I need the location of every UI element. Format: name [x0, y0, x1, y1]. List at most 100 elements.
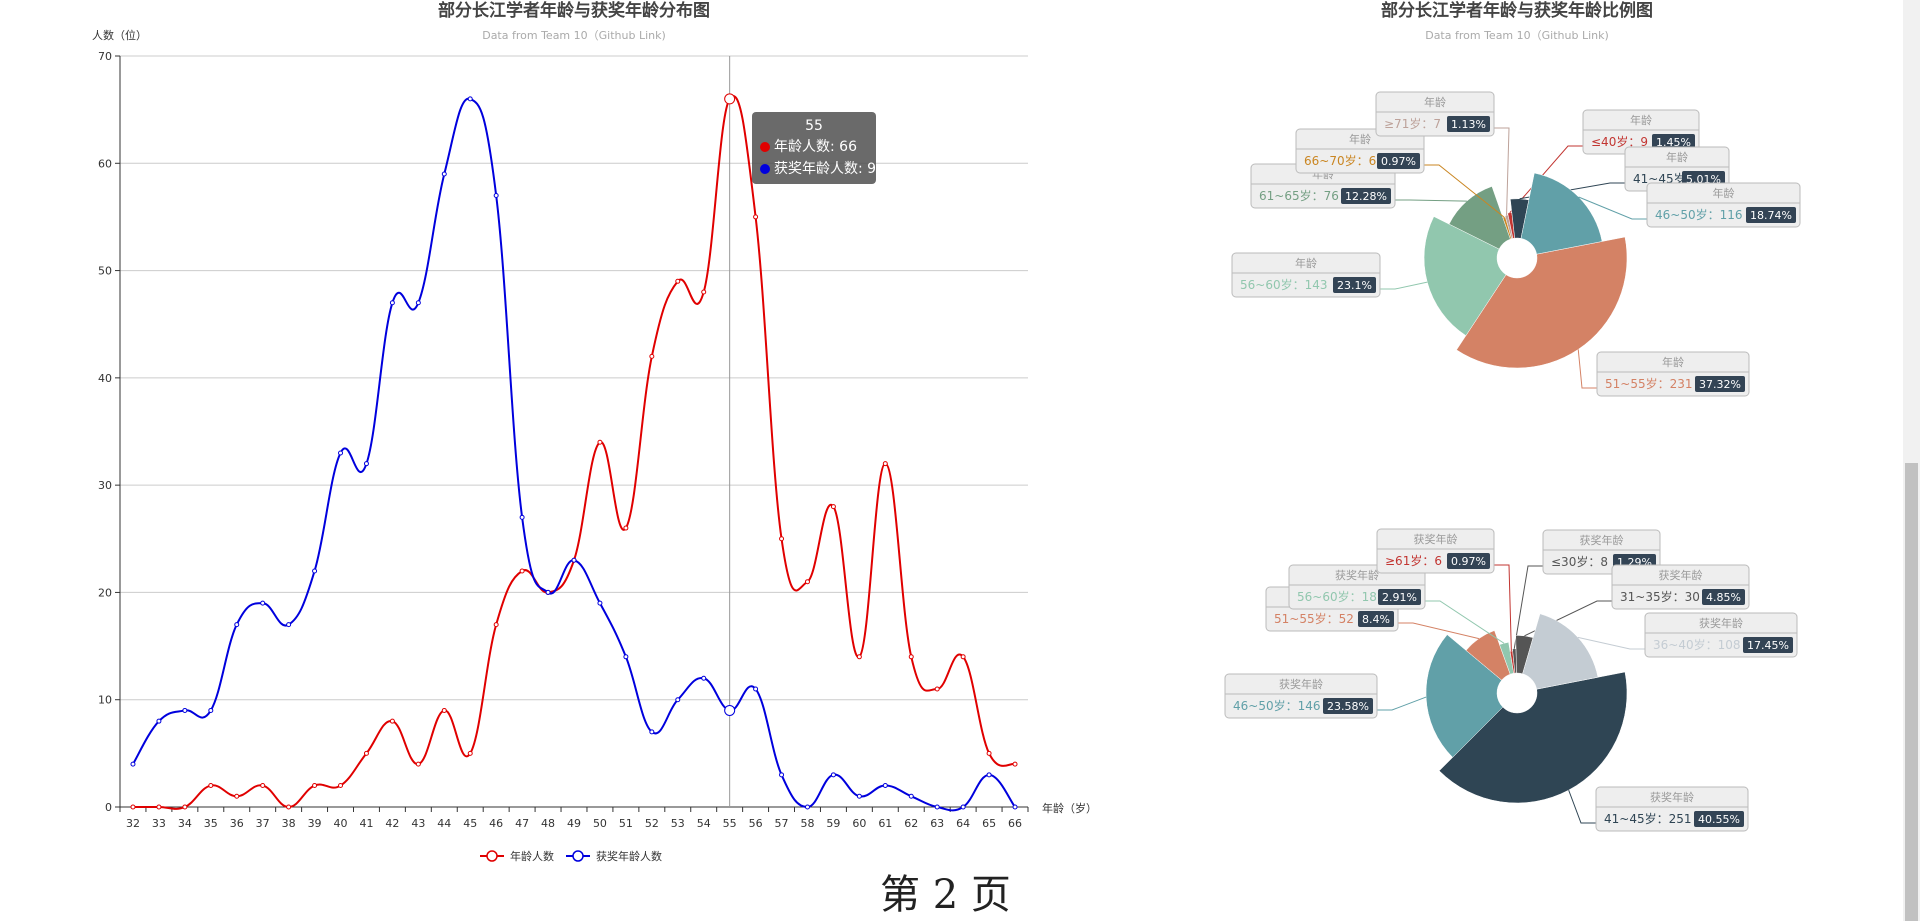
data-point[interactable]: [286, 622, 292, 628]
data-point[interactable]: [286, 804, 292, 810]
data-point[interactable]: [130, 804, 136, 810]
rose1-slice[interactable]: [1448, 186, 1511, 250]
x-tick-label: 48: [541, 817, 555, 830]
data-point[interactable]: [724, 704, 736, 716]
data-point[interactable]: [467, 750, 473, 756]
rose2-slice[interactable]: [1499, 641, 1515, 675]
data-point[interactable]: [804, 579, 810, 585]
data-point[interactable]: [986, 750, 992, 756]
x-tick-label: 63: [930, 817, 944, 830]
rose2-percent-badge: [1447, 553, 1490, 569]
rose2-slice[interactable]: [1465, 630, 1511, 681]
data-point[interactable]: [753, 214, 759, 220]
data-point[interactable]: [571, 557, 577, 563]
data-point[interactable]: [856, 793, 862, 799]
data-point[interactable]: [338, 783, 344, 789]
line-chart-subtitle: Data from Team 10（Github Link): [482, 29, 666, 42]
rose2-label-value: 56~60岁：18: [1297, 589, 1377, 604]
data-point[interactable]: [493, 622, 499, 628]
data-point[interactable]: [753, 686, 759, 692]
data-point[interactable]: [649, 729, 655, 735]
legend-marker[interactable]: [572, 850, 584, 862]
data-point[interactable]: [986, 772, 992, 778]
data-point[interactable]: [156, 718, 162, 724]
rose1-percent-badge: [1652, 134, 1695, 150]
data-point[interactable]: [234, 793, 240, 799]
data-point[interactable]: [182, 707, 188, 713]
data-point[interactable]: [675, 697, 681, 703]
data-point[interactable]: [804, 804, 810, 810]
scrollbar-thumb[interactable]: [1905, 463, 1918, 921]
tooltip-row-age: 年龄人数: 66: [760, 136, 876, 156]
legend-label[interactable]: 获奖年龄人数: [596, 849, 662, 863]
data-point[interactable]: [415, 761, 421, 767]
data-point[interactable]: [649, 353, 655, 359]
data-point[interactable]: [908, 793, 914, 799]
rose1-slice[interactable]: [1520, 172, 1603, 255]
data-point[interactable]: [779, 772, 785, 778]
rose2-percent-badge: [1702, 589, 1745, 605]
rose2-percent-badge: [1694, 811, 1744, 827]
rose1-leader-line: [1578, 196, 1647, 220]
data-point[interactable]: [363, 461, 369, 467]
data-point[interactable]: [960, 654, 966, 660]
data-point[interactable]: [934, 804, 940, 810]
data-point[interactable]: [130, 761, 136, 767]
x-tick-label: 58: [800, 817, 814, 830]
data-point[interactable]: [363, 750, 369, 756]
data-point[interactable]: [1012, 761, 1018, 767]
legend-label[interactable]: 年龄人数: [510, 849, 554, 863]
y-tick-label: 20: [98, 586, 112, 599]
x-tick-label: 45: [463, 817, 477, 830]
rose1-slice[interactable]: [1423, 216, 1507, 336]
x-tick-label: 64: [956, 817, 970, 830]
rose2-label-percent: 2.91%: [1382, 591, 1417, 604]
data-point[interactable]: [441, 707, 447, 713]
data-point[interactable]: [545, 589, 551, 595]
rose2-slice[interactable]: [1438, 671, 1628, 804]
data-point[interactable]: [415, 300, 421, 306]
data-point[interactable]: [675, 278, 681, 284]
data-point[interactable]: [1012, 804, 1018, 810]
data-point[interactable]: [623, 654, 629, 660]
data-point[interactable]: [208, 783, 214, 789]
data-point[interactable]: [597, 600, 603, 606]
rose1-slice[interactable]: [1456, 236, 1628, 369]
data-point[interactable]: [156, 804, 162, 810]
data-point[interactable]: [389, 718, 395, 724]
data-point[interactable]: [701, 675, 707, 681]
pie-chart-title: 部分长江学者年龄与获奖年龄比例图: [1381, 0, 1653, 21]
data-point[interactable]: [519, 514, 525, 520]
data-point[interactable]: [830, 504, 836, 510]
data-point[interactable]: [260, 600, 266, 606]
legend-marker[interactable]: [486, 850, 498, 862]
data-point[interactable]: [312, 568, 318, 574]
data-point[interactable]: [234, 622, 240, 628]
data-point[interactable]: [441, 171, 447, 177]
data-point[interactable]: [208, 707, 214, 713]
data-point[interactable]: [882, 461, 888, 467]
data-point[interactable]: [597, 439, 603, 445]
data-point[interactable]: [260, 783, 266, 789]
data-point[interactable]: [623, 525, 629, 531]
data-point[interactable]: [882, 783, 888, 789]
data-point[interactable]: [960, 804, 966, 810]
data-point[interactable]: [701, 289, 707, 295]
data-point[interactable]: [493, 192, 499, 198]
data-point[interactable]: [182, 804, 188, 810]
rose2-slice[interactable]: [1522, 613, 1599, 690]
tooltip-title: 55: [805, 118, 823, 134]
data-point[interactable]: [338, 450, 344, 456]
data-point[interactable]: [724, 93, 736, 105]
tooltip-age-dot: [760, 142, 770, 152]
data-point[interactable]: [389, 300, 395, 306]
data-point[interactable]: [908, 654, 914, 660]
data-point[interactable]: [934, 686, 940, 692]
data-point[interactable]: [312, 783, 318, 789]
data-point[interactable]: [779, 536, 785, 542]
data-point[interactable]: [467, 96, 473, 102]
data-point[interactable]: [519, 568, 525, 574]
data-point[interactable]: [830, 772, 836, 778]
data-point[interactable]: [856, 654, 862, 660]
